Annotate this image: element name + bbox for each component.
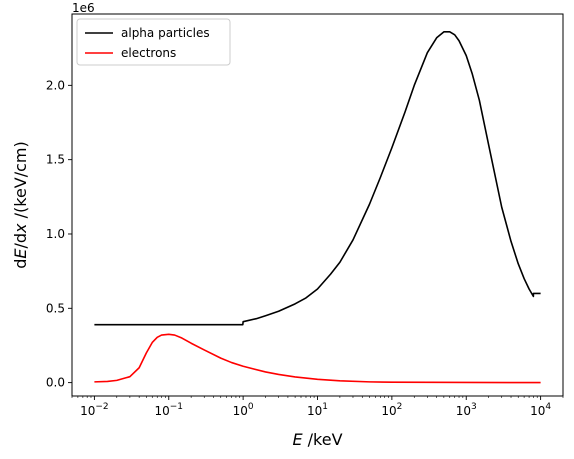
x-axis-ticks: 10−2 10−1 100 101 102 103 104 xyxy=(71,396,564,418)
axes-frame xyxy=(71,13,564,397)
y-tick-label: 0.5 xyxy=(46,301,65,315)
x-tick-exponent: −1 xyxy=(170,402,183,412)
legend-label: alpha particles xyxy=(121,26,210,40)
y-offset-text: 1e6 xyxy=(72,1,95,15)
x-tick-exponent: 2 xyxy=(397,402,403,412)
series-line-0 xyxy=(94,31,541,326)
legend-label: electrons xyxy=(121,46,176,60)
x-axis-label: E /keV xyxy=(292,430,342,449)
y-axis-label: dE/dx /(keV/cm) xyxy=(11,141,30,269)
x-tick-exponent: 0 xyxy=(248,402,254,412)
x-tick-label: 103 xyxy=(456,402,477,418)
plot-area xyxy=(94,31,541,384)
y-tick-label: 1.0 xyxy=(46,227,65,241)
x-tick-label: 10−1 xyxy=(154,402,183,418)
y-tick-label: 0.0 xyxy=(46,376,65,390)
series-line-1 xyxy=(94,333,541,384)
x-tick-label: 102 xyxy=(381,402,402,418)
y-tick-label: 2.0 xyxy=(46,78,65,92)
x-tick-exponent: 1 xyxy=(322,402,328,412)
x-tick-exponent: 4 xyxy=(545,402,551,412)
legend: alpha particles electrons xyxy=(76,18,231,66)
x-tick-exponent: 3 xyxy=(471,402,477,412)
x-tick-label: 104 xyxy=(530,402,551,418)
x-tick-exponent: −2 xyxy=(95,402,108,412)
y-tick-label: 1.5 xyxy=(46,153,65,167)
y-axis-ticks: 0.0 0.5 1.0 1.5 2.0 xyxy=(46,78,72,390)
x-tick-label: 10−2 xyxy=(80,402,109,418)
legend-box xyxy=(76,18,231,66)
axes xyxy=(71,13,564,397)
x-tick-label: 100 xyxy=(233,402,254,418)
x-tick-label: 101 xyxy=(307,402,328,418)
